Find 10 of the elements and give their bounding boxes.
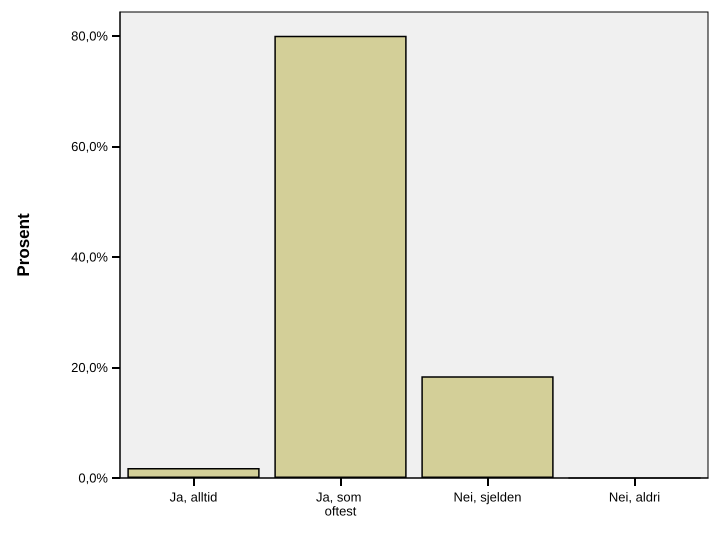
x-tick-label: Ja, alltid (170, 490, 218, 504)
y-tick-label: 0,0% (78, 470, 108, 486)
y-tick-label: 20,0% (71, 360, 108, 375)
y-tick-label: 60,0% (71, 138, 108, 154)
y-axis-title: Prosent (14, 213, 33, 277)
y-tick-label: 80,0% (71, 28, 108, 44)
x-tick-label: Nei, aldri (608, 490, 660, 504)
x-tick-label: Nei, sjelden (454, 490, 522, 504)
y-tick-label: 40,0% (71, 249, 108, 264)
x-tick-label: Ja, som oftest (316, 490, 366, 518)
